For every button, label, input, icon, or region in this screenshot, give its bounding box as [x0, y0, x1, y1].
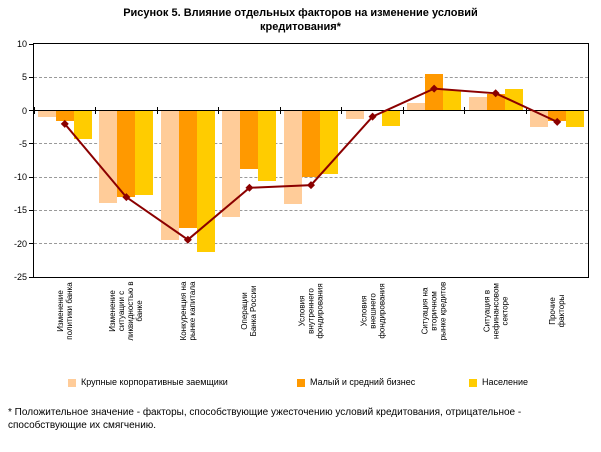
- bar-sme: [548, 110, 567, 122]
- y-axis-tick: [29, 143, 33, 145]
- y-axis-label: -20: [13, 238, 27, 249]
- x-axis-label-wrap: Ситуация на вторичном рынке кредитов: [403, 281, 465, 383]
- x-axis-label: Ситуация на вторичном рынке кредитов: [420, 281, 448, 341]
- y-axis-tick: [29, 176, 33, 178]
- bar-sme: [55, 110, 74, 121]
- bar-households: [381, 110, 400, 126]
- bar-sme: [117, 110, 136, 198]
- bar-households: [566, 110, 585, 128]
- x-axis-label-wrap: Операции Банка России: [219, 281, 281, 383]
- bar-households: [320, 110, 338, 174]
- category-axis-tick: [33, 107, 35, 115]
- category-axis-tick: [525, 107, 527, 115]
- legend-item-sme: Малый и средний бизнес: [297, 377, 415, 388]
- x-axis-label-wrap: Конкуренция на рынке капитала: [157, 281, 219, 383]
- bar-households: [504, 89, 523, 111]
- zero-axis-line: [34, 110, 588, 112]
- category-axis-tick: [341, 107, 343, 115]
- category-axis-tick: [156, 107, 158, 115]
- x-axis-label: Операции Банка России: [240, 285, 259, 337]
- y-axis-tick: [29, 209, 33, 211]
- bar-sme: [486, 93, 505, 111]
- x-axis-label-wrap: Прочие факторы: [526, 281, 588, 383]
- x-axis-label: Прочие факторы: [548, 294, 567, 328]
- y-axis-label: -25: [13, 272, 27, 282]
- x-axis-label-wrap: Условия внутреннего фондирования: [280, 281, 342, 383]
- bar-large-corporate: [345, 110, 364, 119]
- bar-large-corporate: [530, 110, 549, 127]
- x-axis-label: Условия внешнего фондирования: [359, 283, 387, 339]
- x-axis-label-wrap: Условия внешнего фондирования: [342, 281, 404, 383]
- gridline: [34, 76, 588, 78]
- bar-households: [443, 89, 462, 111]
- bar-households: [135, 110, 154, 196]
- bar-households: [258, 110, 277, 182]
- legend-key-sme: [297, 378, 305, 387]
- x-axis-label-wrap: Ситуация в нефинансовом секторе: [465, 281, 527, 383]
- legend-key-large-corporate: [68, 378, 76, 387]
- gridline: [34, 243, 588, 245]
- chart-title-text: Рисунок 5. Влияние отдельных факторов на…: [123, 7, 478, 33]
- y-axis-label: -5: [18, 138, 27, 149]
- y-axis-label: -15: [13, 205, 27, 216]
- bar-households: [196, 110, 215, 252]
- legend-key-households: [469, 378, 477, 387]
- bar-large-corporate: [160, 110, 179, 240]
- bar-households: [73, 110, 92, 140]
- y-axis-label: 5: [21, 72, 27, 83]
- legend-label-large-corporate: Крупные корпоративные заемщики: [81, 377, 228, 387]
- bar-sme: [425, 73, 444, 111]
- bar-sme: [178, 110, 197, 228]
- legend-item-large-corporate: Крупные корпоративные заемщики: [68, 377, 228, 388]
- chart-title: Рисунок 5. Влияние отдельных факторов на…: [0, 6, 601, 35]
- bar-large-corporate: [284, 110, 302, 204]
- bar-large-corporate: [468, 97, 487, 111]
- bar-large-corporate: [99, 110, 118, 204]
- category-axis-tick: [587, 107, 589, 115]
- y-axis-label: -10: [13, 172, 27, 183]
- chart-footnote: * Положительное значение - факторы, спос…: [8, 407, 522, 431]
- x-axis-label-wrap: Изменение ситуации с ликвидностью в банк…: [96, 281, 158, 383]
- y-axis-tick: [29, 276, 33, 278]
- bar-large-corporate: [222, 110, 241, 218]
- x-axis-label-wrap: Изменение политики банка: [34, 281, 96, 383]
- x-axis-label: Изменение ситуации с ликвидностью в банк…: [108, 281, 145, 341]
- plot-area: [33, 43, 589, 278]
- category-axis-tick: [402, 107, 404, 115]
- category-axis-tick: [218, 107, 220, 115]
- legend-label-households: Население: [482, 377, 528, 387]
- category-axis-tick: [95, 107, 97, 115]
- y-axis-tick: [29, 43, 33, 45]
- bar-sme: [240, 110, 259, 170]
- y-axis-label: 0: [21, 105, 27, 116]
- category-axis-tick: [279, 107, 281, 115]
- x-axis-label: Изменение политики банка: [55, 282, 74, 340]
- bar-sme: [302, 110, 320, 178]
- legend-label-sme: Малый и средний бизнес: [310, 377, 416, 387]
- y-axis-tick: [29, 110, 33, 112]
- y-axis-tick: [29, 76, 33, 78]
- x-axis-label: Условия внутреннего фондирования: [297, 283, 325, 339]
- x-axis-label: Конкуренция на рынке капитала: [178, 281, 197, 341]
- gridline: [34, 209, 588, 211]
- x-axis-label: Ситуация в нефинансовом секторе: [482, 283, 510, 339]
- y-axis-label: 10: [16, 39, 27, 49]
- bar-large-corporate: [37, 110, 56, 118]
- legend-item-households: Население: [469, 377, 528, 388]
- category-axis-tick: [464, 107, 466, 115]
- y-axis-tick: [29, 243, 33, 245]
